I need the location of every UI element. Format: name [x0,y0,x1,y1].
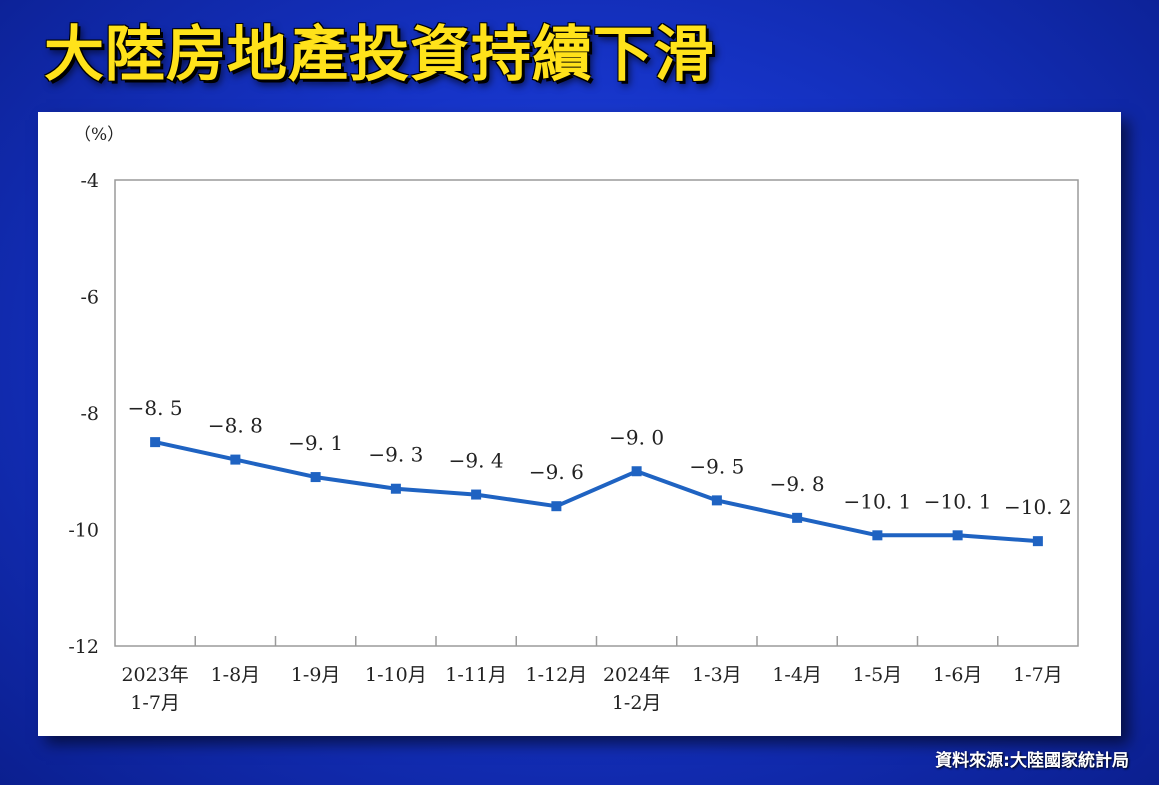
data-label: −9. 5 [689,454,744,478]
data-label: −8. 8 [208,414,263,438]
series-line [154,440,1039,544]
y-unit-label: （%） [74,125,124,145]
data-point [872,530,883,541]
x-tick-label: 1-4月 [772,664,822,686]
data-point [952,530,963,541]
data-label: −9. 6 [529,460,584,484]
data-label: −9. 3 [368,443,423,467]
y-tick-label: -4 [80,170,99,192]
x-tick-label: 1-7月 [1013,664,1063,686]
x-tick-label: 1-7月 [130,692,180,714]
x-tick-label: 1-12月 [526,664,588,686]
data-point [711,495,722,506]
data-labels: −8. 5 −8. 8 −9. 1 −9. 3 −9. 4 −9. 6 −9. 0 −9. 5… [128,396,1072,519]
x-tick-label: 1-9月 [291,664,341,686]
x-tick-label: 1-10月 [365,664,427,686]
data-point [150,437,161,448]
data-label: −9. 4 [449,449,504,473]
y-tick-label: -10 [68,520,99,542]
series-markers [150,437,1043,547]
x-tick-label: 1-11月 [445,664,507,686]
y-tick-label: -6 [80,287,99,309]
data-point [631,466,642,477]
y-tick-label: -12 [68,636,99,658]
y-axis-ticks: -4 -6 -8 -10 -12 [68,170,99,658]
source-note: 資料來源:大陸國家統計局 [935,751,1129,771]
data-label: −8. 5 [128,396,183,420]
x-tick-label: 1-3月 [692,664,742,686]
data-point [230,454,241,465]
data-label: −9. 1 [288,431,343,455]
data-point [551,501,562,512]
x-axis-ticks: 2023年 1-7月 1-8月 1-9月 1-10月 1-11月 1-12月 2024年 1-2… [121,636,1063,714]
chart-panel: （%） -4 -6 -8 -10 -12 2023年 1-7月 1-8月 1-9月 1-10月 1… [38,112,1121,736]
data-point [390,483,401,494]
data-label: −10. 2 [1004,495,1072,519]
data-label: −9. 0 [609,425,664,449]
data-label: −10. 1 [844,489,912,513]
x-tick-label: 2024年 [603,664,670,686]
data-point [310,472,321,483]
data-point [471,489,482,500]
data-label: −10. 1 [924,489,992,513]
y-tick-label: -8 [80,403,99,425]
x-tick-label: 1-2月 [612,692,662,714]
x-tick-label: 1-8月 [211,664,261,686]
data-point [1032,536,1043,547]
x-tick-label: 2023年 [121,664,188,686]
x-tick-label: 1-5月 [853,664,903,686]
headline-title: 大陸房地產投資持續下滑 [44,20,715,90]
data-label: −9. 8 [770,472,825,496]
x-tick-label: 1-6月 [933,664,983,686]
line-chart: （%） -4 -6 -8 -10 -12 2023年 1-7月 1-8月 1-9月 1-10月 1… [68,125,1079,714]
data-point [792,512,803,523]
